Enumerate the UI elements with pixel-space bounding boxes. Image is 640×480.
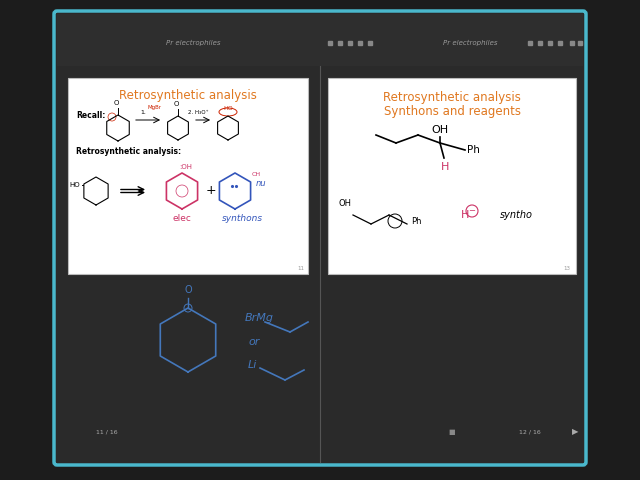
Text: O: O (173, 101, 179, 107)
Text: OH: OH (339, 199, 351, 207)
Text: Synthons and reagents: Synthons and reagents (383, 105, 520, 118)
Text: nu: nu (256, 179, 266, 188)
Text: Retrosynthetic analysis: Retrosynthetic analysis (383, 91, 521, 104)
Text: HO: HO (223, 106, 233, 111)
Text: ■: ■ (449, 429, 455, 435)
Text: O: O (184, 285, 192, 295)
Text: elec: elec (173, 214, 191, 223)
Text: Recall:: Recall: (76, 111, 106, 120)
FancyBboxPatch shape (68, 78, 308, 274)
Text: Retrosynthetic analysis:: Retrosynthetic analysis: (76, 147, 181, 156)
Text: 1.: 1. (140, 109, 146, 115)
Text: +: + (205, 184, 216, 197)
Text: ▶: ▶ (572, 428, 579, 436)
Text: 2. H₃O⁺: 2. H₃O⁺ (188, 109, 208, 115)
Text: H: H (461, 210, 469, 220)
Text: Retrosynthetic analysis: Retrosynthetic analysis (119, 88, 257, 101)
Text: syntho: syntho (500, 210, 533, 220)
Text: Ph: Ph (411, 216, 422, 226)
Text: or: or (248, 337, 259, 347)
Text: OH: OH (431, 125, 449, 135)
Text: MgBr: MgBr (147, 106, 161, 110)
Text: Ph: Ph (467, 145, 480, 155)
Text: H: H (441, 162, 449, 172)
Text: synthons: synthons (221, 214, 262, 223)
Text: Pr electrophiles: Pr electrophiles (166, 40, 220, 46)
Text: Li: Li (248, 360, 257, 370)
FancyBboxPatch shape (328, 78, 576, 274)
Text: BrMg: BrMg (245, 313, 274, 323)
Text: Pr electrophiles: Pr electrophiles (443, 40, 497, 46)
Text: 11 / 16: 11 / 16 (96, 430, 118, 434)
Text: :OH: :OH (179, 164, 193, 170)
Text: 11: 11 (297, 266, 304, 271)
Text: HO: HO (69, 182, 80, 188)
Text: 13: 13 (563, 266, 570, 271)
FancyBboxPatch shape (57, 14, 583, 66)
Text: CH: CH (252, 171, 261, 177)
Text: O: O (113, 100, 118, 106)
Text: 12 / 16: 12 / 16 (519, 430, 541, 434)
FancyBboxPatch shape (54, 11, 586, 465)
Text: −: − (468, 206, 476, 216)
